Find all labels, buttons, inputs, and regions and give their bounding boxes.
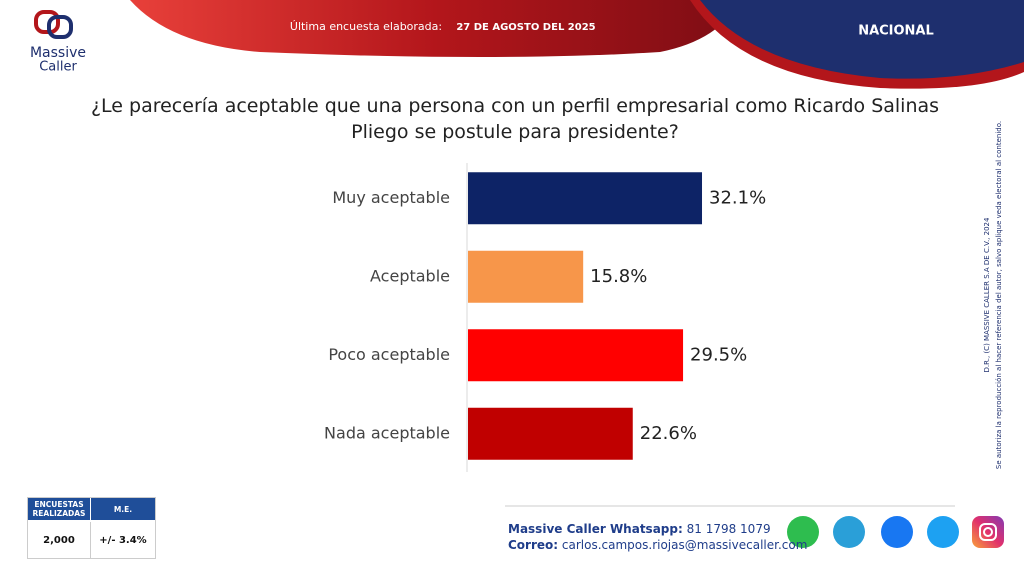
table-cell: 2,000: [28, 522, 91, 558]
disclaimer-line: D.R., (C) MASSIVE CALLER S.A DE C.V., 20…: [983, 217, 991, 372]
contact-value: carlos.campos.riojas@massivecaller.com: [561, 538, 808, 552]
contact-line: Massive Caller Whatsapp: 81 1798 1079: [508, 521, 807, 537]
telegram-icon[interactable]: [833, 516, 865, 548]
survey-date: 27 DE AGOSTO DEL 2025: [456, 22, 595, 33]
header-blob: [700, 0, 1024, 79]
scope: NACIONAL: [858, 24, 934, 39]
table-header: ENCUESTAS REALIZADAS: [28, 498, 90, 520]
instagram-glyph: [979, 523, 997, 541]
category-label: Poco aceptable: [328, 345, 450, 364]
logo-text: Caller: [39, 60, 77, 75]
contact: Massive Caller Whatsapp: 81 1798 1079 Co…: [508, 521, 807, 553]
value-label: 15.8%: [590, 266, 647, 287]
category-label: Muy aceptable: [332, 188, 450, 207]
value-label: 32.1%: [709, 187, 766, 208]
table-cell: +/- 3.4%: [99, 534, 147, 546]
contact-line: Correo: carlos.campos.riojas@massivecall…: [508, 537, 807, 553]
disclaimer: D.R., (C) MASSIVE CALLER S.A DE C.V., 20…: [983, 121, 1003, 469]
value-label: 22.6%: [640, 423, 697, 444]
value-label: 29.5%: [690, 344, 747, 365]
instagram-icon[interactable]: [972, 516, 1004, 548]
bar: [468, 329, 684, 382]
category-label: Nada aceptable: [324, 423, 450, 442]
category-label: Aceptable: [370, 266, 450, 285]
whatsapp-icon[interactable]: [787, 516, 819, 548]
bar: [468, 172, 703, 225]
contact-label: Massive Caller Whatsapp:: [508, 522, 683, 536]
instagram-glyph: [983, 527, 993, 537]
table-header: M.E.: [91, 498, 155, 520]
logo-text: Massive: [30, 45, 86, 61]
contact-value: 81 1798 1079: [686, 522, 771, 536]
header-band: [130, 0, 740, 57]
chart-title: ¿Le parecería aceptable que una persona …: [90, 95, 940, 143]
bar: [468, 407, 633, 460]
bar: [468, 250, 584, 303]
disclaimer-line: Se autoriza la reproducción al hacer ref…: [995, 121, 1003, 469]
stats-table: ENCUESTAS REALIZADAS M.E. 2,000 +/- 3.4%: [27, 497, 156, 559]
logo-icon: [34, 10, 73, 39]
social-icons: [787, 516, 1004, 548]
twitter-icon[interactable]: [927, 516, 959, 548]
survey-label: Última encuesta elaborada:: [290, 20, 442, 33]
contact-label: Correo:: [508, 538, 559, 552]
facebook-icon[interactable]: [881, 516, 913, 548]
